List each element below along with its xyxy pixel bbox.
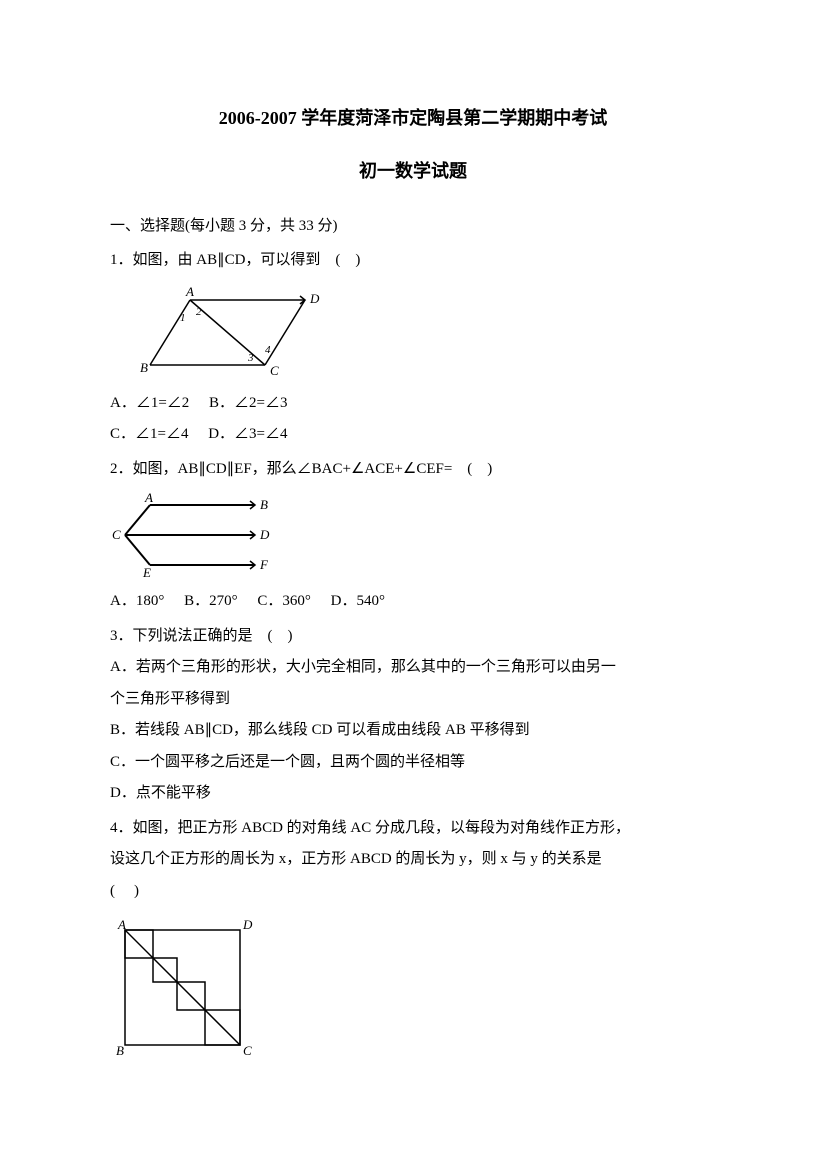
q1-optA: A．∠1=∠2 xyxy=(110,395,189,411)
label-C: C xyxy=(270,363,279,378)
question-3: 3．下列说法正确的是 ( ) A．若两个三角形的形状，大小完全相同，那么其中的一… xyxy=(110,621,716,810)
q4-label-C: C xyxy=(243,1043,252,1058)
q3-optA-line2: 个三角形平移得到 xyxy=(110,684,716,716)
exam-title-sub: 初一数学试题 xyxy=(110,153,716,191)
q1-optB: B．∠2=∠3 xyxy=(209,395,287,411)
q1-options-row1: A．∠1=∠2 B．∠2=∠3 xyxy=(110,388,716,420)
q2-options: A．180° B．270° C．360° D．540° xyxy=(110,586,716,618)
q4-label-A: A xyxy=(117,917,126,932)
q4-text-line1: 4．如图，把正方形 ABCD 的对角线 AC 分成几段，以每段为对角线作正方形， xyxy=(110,813,716,845)
q1-options-row2: C．∠1=∠4 D．∠3=∠4 xyxy=(110,419,716,451)
label-4: 4 xyxy=(265,344,271,356)
q2-optD: D．540° xyxy=(331,593,385,609)
q2-optB: B．270° xyxy=(184,593,238,609)
q3-optD: D．点不能平移 xyxy=(110,778,716,810)
question-1: 1．如图，由 AB∥CD，可以得到 ( ) A D B C 1 2 3 xyxy=(110,245,716,451)
q1-optD: D．∠3=∠4 xyxy=(208,426,287,442)
q2-optC: C．360° xyxy=(257,593,311,609)
label-A: A xyxy=(185,285,194,299)
q2-text: 2．如图，AB∥CD∥EF，那么∠BAC+∠ACE+∠CEF= ( ) xyxy=(110,454,716,486)
label-D: D xyxy=(309,291,320,306)
q3-optB: B．若线段 AB∥CD，那么线段 CD 可以看成由线段 AB 平移得到 xyxy=(110,715,716,747)
q1-optC: C．∠1=∠4 xyxy=(110,426,188,442)
q4-text-line3: ( ) xyxy=(110,876,716,908)
q2-label-E: E xyxy=(142,565,151,578)
q4-figure: A D B C xyxy=(130,915,716,1060)
q3-optC: C．一个圆平移之后还是一个圆，且两个圆的半径相等 xyxy=(110,747,716,779)
label-1: 1 xyxy=(180,312,186,324)
q4-label-B: B xyxy=(116,1043,124,1058)
q2-optA: A．180° xyxy=(110,593,164,609)
section-header: 一、选择题(每小题 3 分，共 33 分) xyxy=(110,211,716,243)
q2-label-D: D xyxy=(259,527,270,542)
q4-label-D: D xyxy=(242,917,253,932)
q2-label-B: B xyxy=(260,497,268,512)
question-2: 2．如图，AB∥CD∥EF，那么∠BAC+∠ACE+∠CEF= ( ) A B … xyxy=(110,454,716,618)
q1-text: 1．如图，由 AB∥CD，可以得到 ( ) xyxy=(110,245,716,277)
q2-label-C: C xyxy=(112,527,121,542)
q1-figure: A D B C 1 2 3 4 xyxy=(130,285,716,380)
label-2: 2 xyxy=(196,306,202,318)
q2-figure: A B C D E F xyxy=(130,493,716,578)
q4-text-line2: 设这几个正方形的周长为 x，正方形 ABCD 的周长为 y，则 x 与 y 的关… xyxy=(110,844,716,876)
label-B: B xyxy=(140,360,148,375)
q2-label-F: F xyxy=(259,557,269,572)
q2-label-A: A xyxy=(144,493,153,505)
question-4: 4．如图，把正方形 ABCD 的对角线 AC 分成几段，以每段为对角线作正方形，… xyxy=(110,813,716,1061)
exam-title-main: 2006-2007 学年度菏泽市定陶县第二学期期中考试 xyxy=(110,100,716,138)
q3-text: 3．下列说法正确的是 ( ) xyxy=(110,621,716,653)
q3-optA-line1: A．若两个三角形的形状，大小完全相同，那么其中的一个三角形可以由另一 xyxy=(110,652,716,684)
label-3: 3 xyxy=(247,352,254,364)
